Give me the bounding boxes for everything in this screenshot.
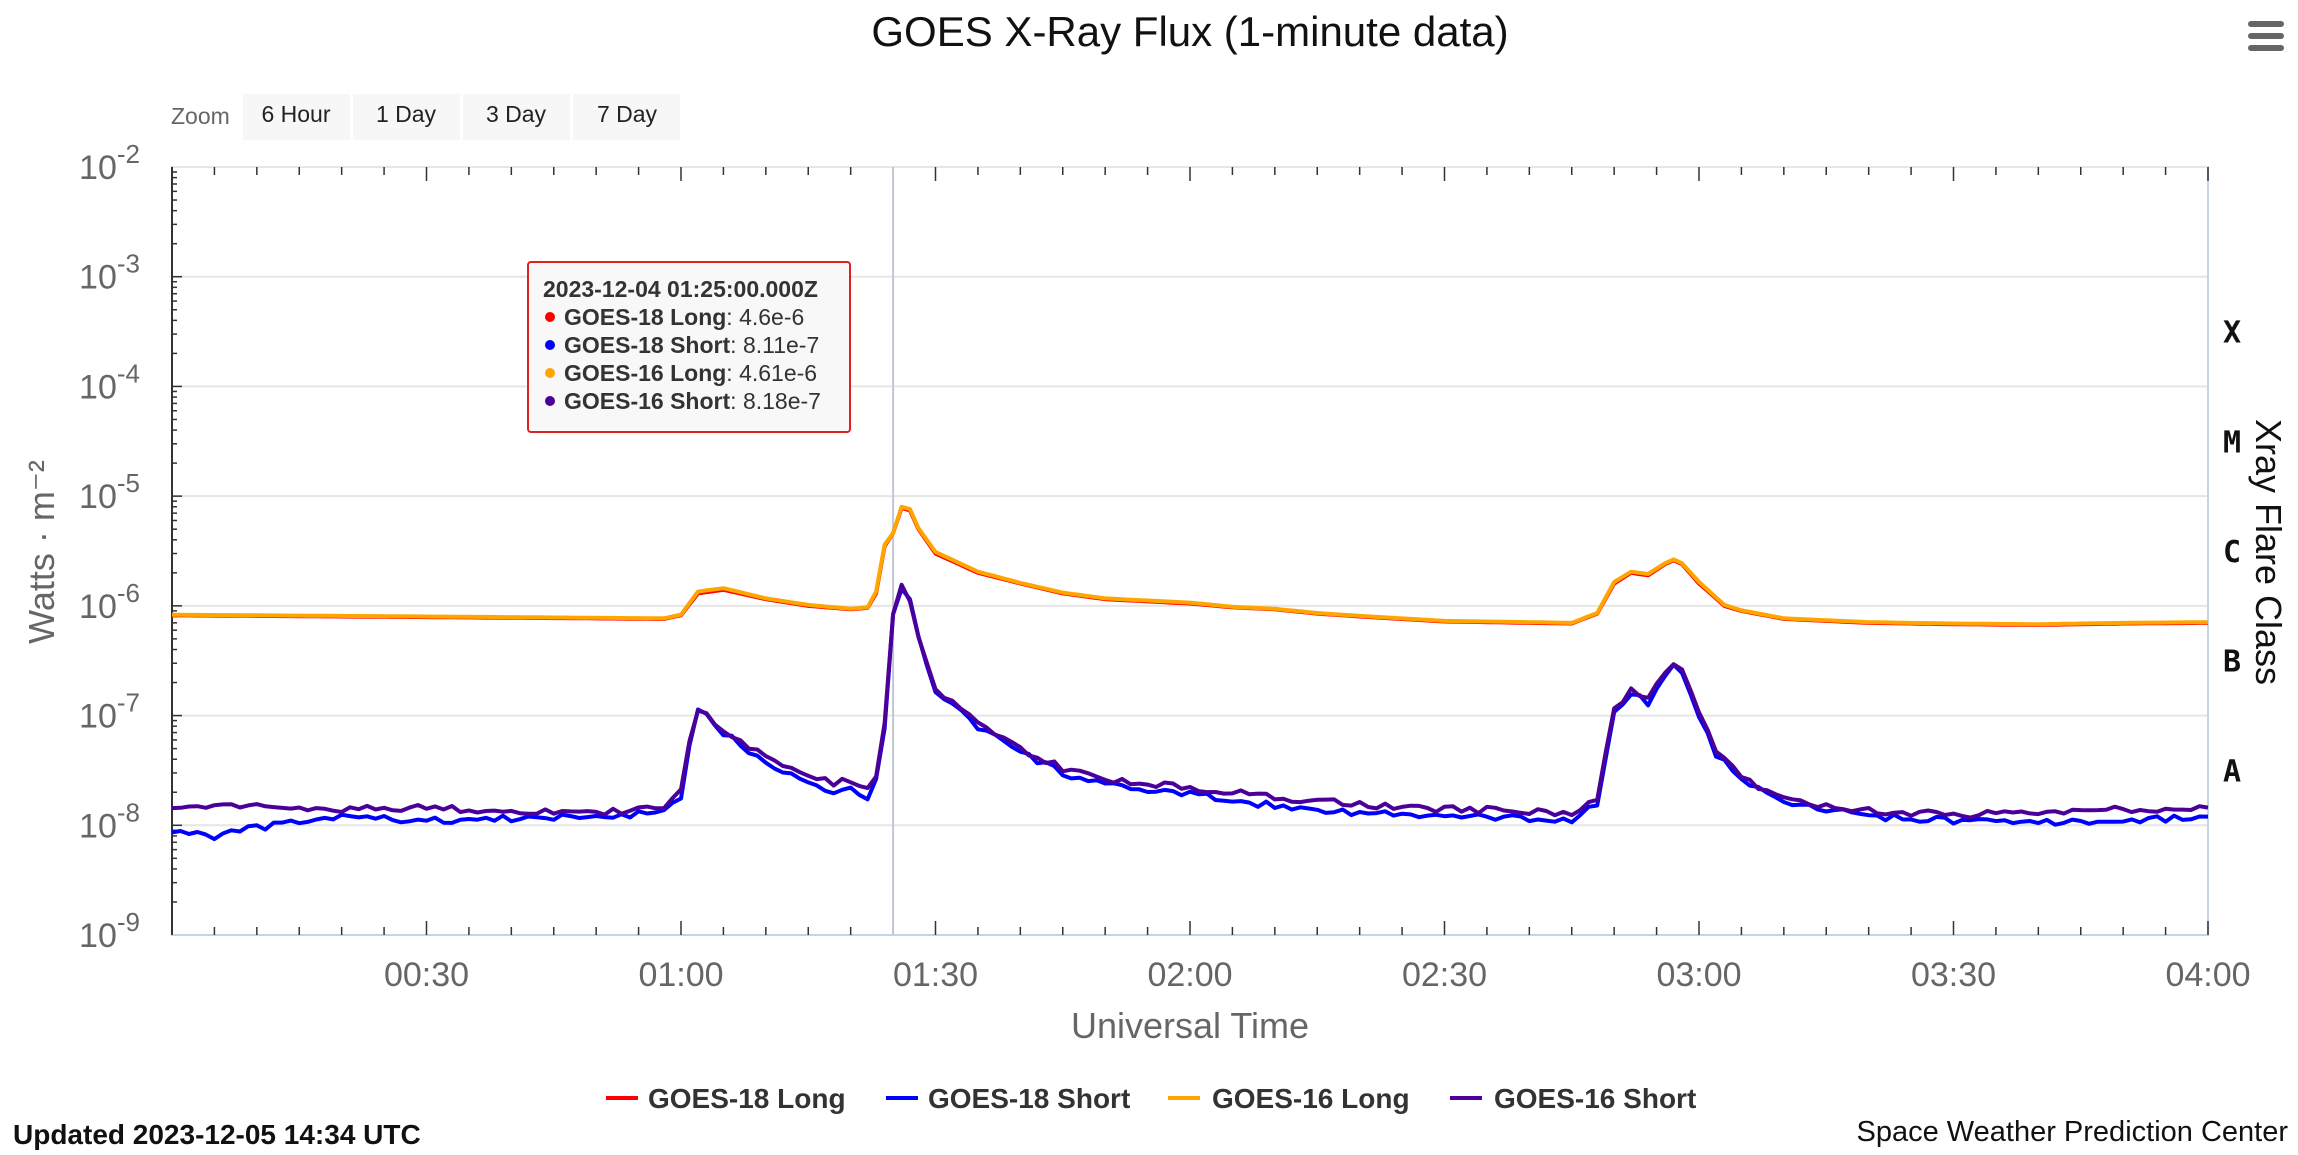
svg-text:GOES-16 Long: 4.61e-6: GOES-16 Long: 4.61e-6 bbox=[564, 360, 817, 386]
tooltip-row-name: GOES-16 Long bbox=[564, 360, 726, 386]
series-line-goes-16-long bbox=[171, 504, 2208, 627]
zoom-6-hour-label: 6 Hour bbox=[261, 101, 330, 127]
flare-class-label: B bbox=[2223, 645, 2241, 680]
legend-item-goes16-long[interactable]: GOES-16 Long bbox=[1168, 1083, 1410, 1114]
tooltip-row-goes16-short: GOES-16 Short: 8.18e-7 bbox=[545, 388, 821, 414]
x-tick-label: 02:30 bbox=[1402, 956, 1487, 994]
svg-text:GOES-18 Short: 8.11e-7: GOES-18 Short: 8.11e-7 bbox=[564, 332, 819, 358]
tooltip-row-value: 8.11e-7 bbox=[743, 332, 819, 358]
tooltip-row-name: GOES-18 Short bbox=[564, 332, 730, 358]
goes16-short-dot-icon bbox=[545, 396, 555, 406]
tooltip-row-value: 4.6e-6 bbox=[739, 304, 804, 330]
flare-class-label: C bbox=[2223, 535, 2241, 570]
legend-label-goes18-long: GOES-18 Long bbox=[648, 1083, 846, 1114]
flare-class-label: A bbox=[2223, 754, 2241, 789]
legend-label-goes16-short: GOES-16 Short bbox=[1494, 1083, 1696, 1114]
right-axis-title: Xray Flare Class bbox=[2248, 419, 2289, 685]
goes18-short-dot-icon bbox=[545, 340, 555, 350]
x-tick-label: 04:00 bbox=[2165, 956, 2250, 994]
x-tick-label: 02:00 bbox=[1147, 956, 1232, 994]
zoom-7-day-button[interactable]: 7 Day bbox=[573, 94, 680, 140]
series-line-goes-18-short bbox=[171, 586, 2209, 842]
tooltip: 2023-12-04 01:25:00.000Z GOES-18 Long: 4… bbox=[527, 261, 851, 433]
goes16-long-dot-icon bbox=[545, 368, 555, 378]
zoom-3-day-label: 3 Day bbox=[486, 101, 547, 127]
y-tick-label: 10-8 bbox=[79, 797, 140, 845]
y-tick-label: 10-6 bbox=[79, 578, 140, 626]
tooltip-row-goes18-short: GOES-18 Short: 8.11e-7 bbox=[545, 332, 819, 358]
zoom-controls: Zoom 6 Hour 1 Day 3 Day 7 Day bbox=[171, 94, 680, 140]
tooltip-row-name: GOES-18 Long bbox=[564, 304, 726, 330]
tooltip-header: 2023-12-04 01:25:00.000Z bbox=[543, 276, 818, 302]
tooltip-row-goes18-long: GOES-18 Long: 4.6e-6 bbox=[545, 304, 804, 330]
zoom-1-day-button[interactable]: 1 Day bbox=[353, 94, 460, 140]
tooltip-row-value: 4.61e-6 bbox=[739, 360, 817, 386]
svg-text:GOES-18 Long: 4.6e-6: GOES-18 Long: 4.6e-6 bbox=[564, 304, 804, 330]
series-line-goes-16-short bbox=[171, 582, 2209, 820]
legend-label-goes16-long: GOES-16 Long bbox=[1212, 1083, 1410, 1114]
flare-class-label: M bbox=[2223, 425, 2241, 460]
x-tick-label: 03:30 bbox=[1911, 956, 1996, 994]
zoom-1-day-label: 1 Day bbox=[376, 101, 437, 127]
flare-class-label: X bbox=[2223, 316, 2241, 351]
tooltip-row-goes16-long: GOES-16 Long: 4.61e-6 bbox=[545, 360, 817, 386]
y-tick-label: 10-4 bbox=[79, 358, 140, 406]
y-axis-title: Watts · m⁻² bbox=[21, 460, 62, 644]
chart-title: GOES X-Ray Flux (1-minute data) bbox=[871, 8, 1508, 55]
zoom-3-day-button[interactable]: 3 Day bbox=[463, 94, 570, 140]
y-tick-label: 10-2 bbox=[79, 139, 140, 187]
legend-item-goes18-long[interactable]: GOES-18 Long bbox=[606, 1083, 846, 1114]
x-axis-title: Universal Time bbox=[1071, 1005, 1309, 1046]
y-tick-label: 10-5 bbox=[79, 468, 140, 516]
x-tick-label: 01:30 bbox=[893, 956, 978, 994]
goes18-long-dot-icon bbox=[545, 312, 555, 322]
y-tick-label: 10-3 bbox=[79, 249, 140, 297]
hamburger-menu-icon[interactable] bbox=[2238, 16, 2284, 56]
updated-timestamp: Updated 2023-12-05 14:34 UTC bbox=[13, 1119, 421, 1150]
x-tick-label: 01:00 bbox=[638, 956, 723, 994]
x-tick-label: 00:30 bbox=[384, 956, 469, 994]
zoom-label: Zoom bbox=[171, 103, 230, 129]
legend-item-goes18-short[interactable]: GOES-18 Short bbox=[886, 1083, 1130, 1114]
legend: GOES-18 Long GOES-18 Short GOES-16 Long … bbox=[606, 1083, 1696, 1114]
x-tick-label: 03:00 bbox=[1656, 956, 1741, 994]
legend-item-goes16-short[interactable]: GOES-16 Short bbox=[1450, 1083, 1696, 1114]
zoom-7-day-label: 7 Day bbox=[597, 101, 658, 127]
tooltip-row-name: GOES-16 Short bbox=[564, 388, 730, 414]
credit-text[interactable]: Space Weather Prediction Center bbox=[1857, 1116, 2289, 1148]
plot-area[interactable]: 10-2 10-3 10-4 10-5 10-6 10-7 10-8 10-9 00:30 01:… bbox=[79, 139, 2251, 994]
y-tick-label: 10-9 bbox=[79, 907, 140, 955]
tooltip-row-value: 8.18e-7 bbox=[743, 388, 821, 414]
y-tick-label: 10-7 bbox=[79, 688, 140, 736]
legend-label-goes18-short: GOES-18 Short bbox=[928, 1083, 1130, 1114]
svg-text:GOES-16 Short: 8.18e-7: GOES-16 Short: 8.18e-7 bbox=[564, 388, 821, 414]
zoom-6-hour-button[interactable]: 6 Hour bbox=[243, 94, 350, 140]
